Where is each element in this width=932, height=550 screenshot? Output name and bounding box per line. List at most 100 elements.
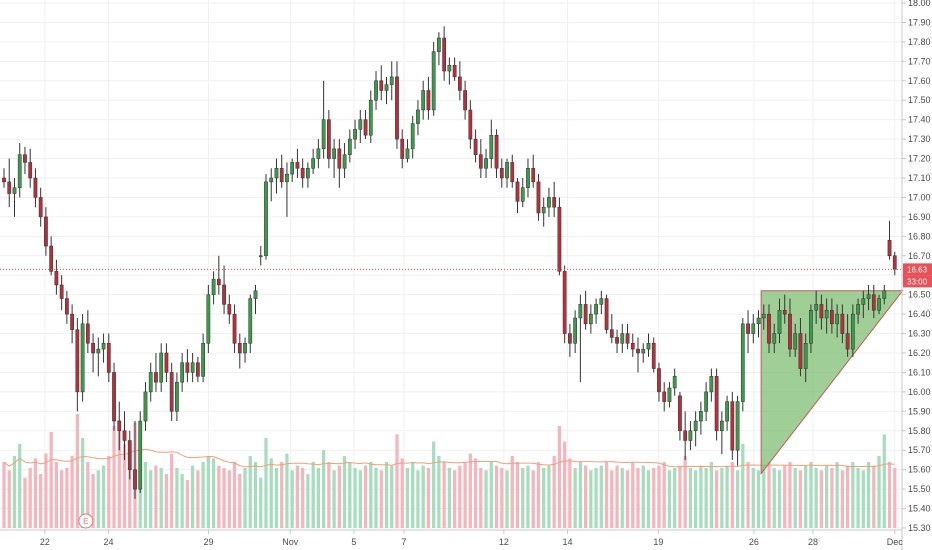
- candle-body: [290, 162, 295, 175]
- volume-bar: [196, 470, 200, 528]
- candle-body: [735, 401, 740, 451]
- candle-body: [243, 343, 247, 354]
- x-tick-label: 7: [401, 537, 406, 547]
- volume-bar: [536, 462, 541, 528]
- candle-body: [856, 304, 860, 315]
- candle-body: [332, 148, 336, 159]
- candle-body: [316, 148, 321, 159]
- volume-bar: [86, 462, 90, 528]
- y-tick-label: 15.90: [908, 406, 931, 416]
- volume-bar: [269, 458, 273, 528]
- volume-bar: [18, 444, 22, 528]
- candle-body: [180, 362, 185, 383]
- candle-body: [23, 154, 27, 163]
- volume-bar: [432, 441, 436, 528]
- candle-body: [788, 313, 792, 350]
- volume-bar: [191, 465, 195, 528]
- candle-body: [143, 391, 148, 422]
- volume-moving-average: [3, 448, 895, 468]
- volume-bar: [49, 432, 53, 528]
- y-tick-label: 15.60: [908, 465, 931, 475]
- volume-bar: [33, 458, 38, 528]
- candle-body: [861, 298, 866, 305]
- candle-body: [148, 372, 153, 393]
- y-tick-label: 15.80: [908, 426, 931, 436]
- y-tick-label: 16.50: [908, 290, 931, 300]
- candle-body: [159, 352, 164, 383]
- candle-body: [667, 387, 672, 402]
- x-tick-label: 24: [104, 537, 114, 547]
- candle-body: [117, 420, 122, 432]
- volume-bar: [515, 462, 520, 528]
- volume-bar: [342, 456, 347, 528]
- candle-body: [761, 313, 766, 319]
- y-tick-label: 17.90: [908, 17, 931, 27]
- volume-bar: [552, 456, 556, 528]
- volume-bar: [851, 462, 855, 528]
- volume-bar: [699, 465, 703, 528]
- volume-bar: [426, 468, 431, 528]
- y-tick-label: 15.40: [908, 504, 931, 514]
- candle-body: [122, 430, 127, 441]
- volume-bar: [374, 468, 378, 528]
- volume-bar: [804, 465, 808, 528]
- volume-bar: [452, 470, 457, 528]
- candle-body: [641, 348, 646, 354]
- y-tick-label: 17.60: [908, 76, 931, 86]
- candle-body: [28, 162, 33, 179]
- countdown-badge: [903, 275, 932, 288]
- candle-body: [2, 177, 6, 183]
- candle-body: [777, 309, 782, 334]
- candle-body: [526, 168, 530, 188]
- current-price-text: 16.63: [907, 265, 928, 274]
- x-tick-label: 26: [749, 537, 759, 547]
- y-tick-label: 15.70: [908, 445, 931, 455]
- earnings-marker[interactable]: E: [78, 513, 94, 529]
- volume-bar: [232, 462, 237, 528]
- candle-body: [133, 469, 137, 490]
- candle-body: [489, 134, 494, 159]
- y-tick-label: 17.10: [908, 173, 931, 183]
- volume-bar: [96, 470, 100, 528]
- candle-body: [285, 173, 289, 183]
- candle-body: [232, 313, 237, 344]
- volume-bar: [280, 462, 284, 528]
- candle-body: [604, 298, 609, 330]
- earnings-marker-circle[interactable]: [78, 513, 94, 529]
- event-markers[interactable]: E: [78, 513, 94, 529]
- candle-body: [615, 337, 619, 344]
- volume-bar: [479, 468, 483, 528]
- candle-body: [557, 206, 562, 272]
- volume-bar: [421, 465, 425, 528]
- candle-body: [201, 343, 205, 377]
- candle-body: [693, 420, 698, 432]
- candle-body: [54, 271, 59, 286]
- y-tick-label: 17.40: [908, 115, 931, 125]
- candle-body: [216, 278, 221, 286]
- volume-bar: [44, 453, 48, 528]
- volume-bar: [175, 468, 179, 528]
- candle-body: [568, 333, 572, 344]
- volume-bar: [756, 470, 761, 528]
- volume-bar: [594, 468, 598, 528]
- candle-body: [746, 323, 750, 334]
- volume-bar: [306, 474, 310, 528]
- volume-bar: [887, 462, 892, 528]
- candle-body: [809, 309, 813, 344]
- y-tick-label: 17.80: [908, 37, 931, 47]
- volume-bar: [384, 462, 389, 528]
- candle-body: [175, 381, 179, 412]
- volume-bar: [7, 470, 11, 528]
- volume-bar: [704, 468, 708, 528]
- y-tick-label: 16.00: [908, 387, 931, 397]
- volume-bar: [143, 462, 148, 528]
- candle-body: [295, 162, 300, 169]
- volume-bar: [274, 468, 279, 528]
- candle-body: [384, 84, 389, 91]
- candle-body: [80, 323, 85, 393]
- volume-bar: [311, 462, 315, 528]
- grid-layer: [0, 0, 902, 530]
- candle-body: [630, 343, 635, 350]
